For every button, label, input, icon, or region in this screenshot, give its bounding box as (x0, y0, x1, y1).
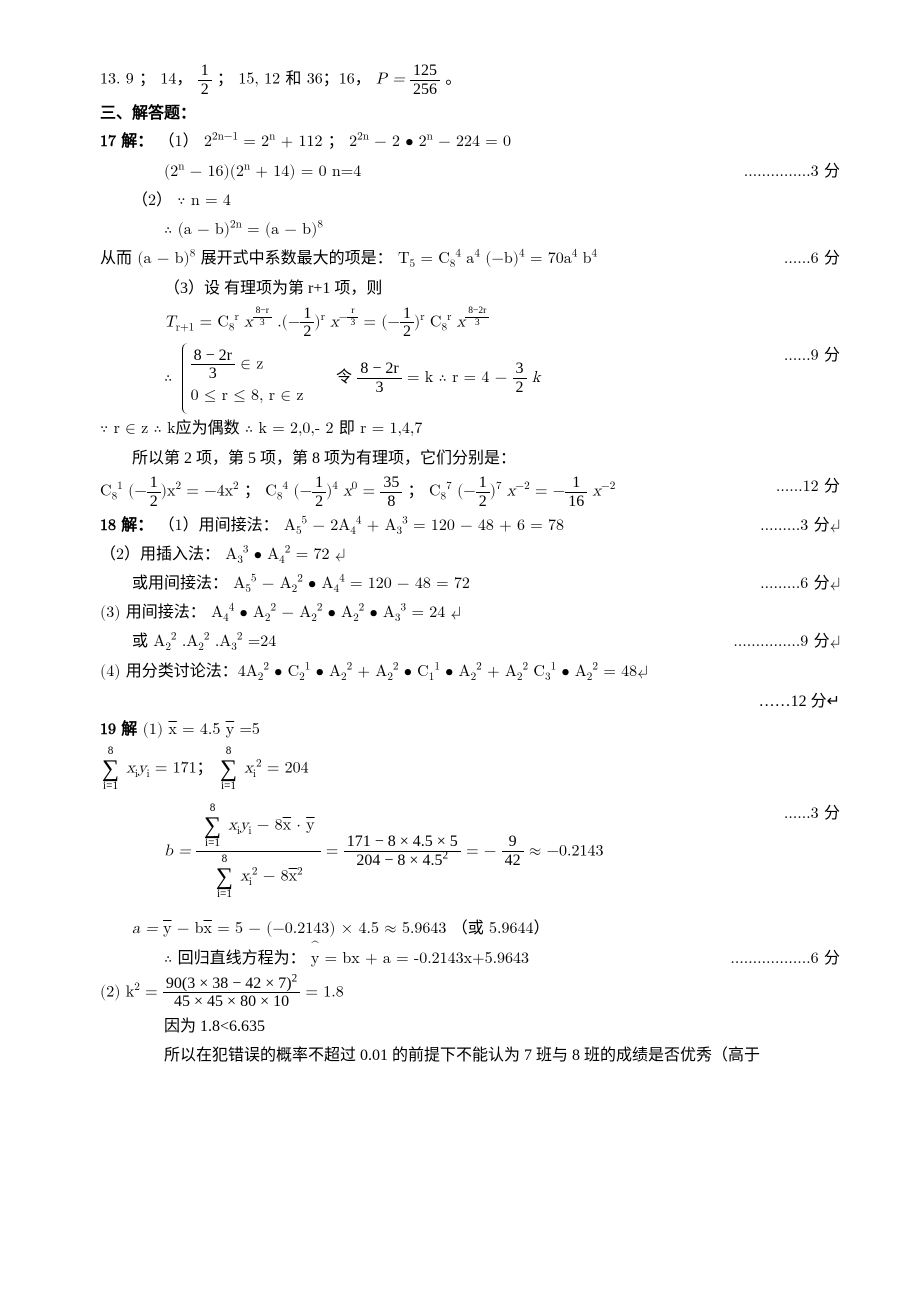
q17-l2: (2n − 16)(2n + 14) = 0 n=4 ……………3 分 (100, 159, 840, 186)
q17-l6: （3）设 有理项为第 r+1 项，则 (100, 275, 840, 302)
q19-conclusion: 所以在犯错误的概率不超过 0.01 的前提下不能认为 7 班与 8 班的成绩是否… (100, 1042, 840, 1069)
q17-l1: 17 解： （1） 22n−1 = 2n + 112 ； 22n − 2 • 2… (100, 129, 840, 156)
t-suffix: 。 (445, 72, 461, 88)
mark-3: ……………3 分 (744, 159, 840, 186)
q17-rz: ∵ r ∈ z ∴ k应为偶数 ∴ k = 2,0,- 2 即 r = 1,4,… (100, 416, 840, 443)
section-3: 三、解答题： (100, 100, 840, 127)
frac-1: 12 (198, 62, 212, 98)
brace-icon: 8 − 2r3 ∈ z 0 ≤ r ≤ 8, r ∈ z (182, 343, 310, 414)
q17-tr: Tr+1 = C8r x8−r3 .(−12)r x−r3 = (−12)r C… (100, 305, 840, 341)
q19-b: b = 8∑i=1 xiyi − 8x · y 8∑i=1 xi2 − 8x2 … (100, 801, 840, 903)
q17-brace: ∴ 8 − 2r3 ∈ z 0 ≤ r ≤ 8, r ∈ z 令 8 − 2r3… (100, 343, 840, 414)
sigma-icon-2: 8∑i=1 (220, 746, 237, 792)
mark-9: ……9 分 (784, 343, 840, 370)
q17-l3: （2） ∵ n = 4 (100, 188, 840, 215)
q19-a: a = y − bx = 5 − (−0.2143) × 4.5 ≈ 5.964… (100, 916, 840, 943)
q19-head: 19 解 (100, 722, 137, 738)
q18-l3: 或用间接法： A55 − A22 • A44 = 120 − 48 = 72 …… (100, 571, 840, 598)
q18-mark12: ……12 分↵ (759, 688, 840, 715)
q19-k2: (2) k2 = 90(3 × 38 − 42 × 7)245 × 45 × 8… (100, 975, 840, 1011)
q18-l1: 18 解： （1）用间接法： A55 − 2A44 + A33 = 120 − … (100, 513, 840, 540)
q19-l1: 19 解 (1) x = 4.5 y =5 (100, 717, 840, 744)
yhat-icon: y (311, 946, 319, 973)
q17-l4: ∴ (a − b)2n = (a − b)8 (100, 217, 840, 244)
q19-mark6: ………………6 分 (730, 946, 840, 973)
b-bigfrac: 8∑i=1 xiyi − 8x · y 8∑i=1 xi2 − 8x2 (196, 801, 321, 903)
q17-so: 所以第 2 项，第 5 项，第 8 项为有理项，它们分别是： (100, 445, 840, 472)
t-mid1: ； 15, 12 和 36；16， (217, 72, 376, 88)
q19-mark3: ……3 分 (784, 801, 840, 828)
q18-mark3: ………3 分↵ (760, 513, 840, 540)
sigma-icon: 8∑i=1 (102, 746, 119, 792)
q17-rational: C81 (−12)x2 = −4x2 ； C84 (−12)4 x0 = 358… (100, 474, 840, 510)
q18-l4: (3) 用间接法： A44 • A22 − A22 • A22 • A33 = … (100, 600, 840, 627)
q18-l6: (4) 用分类讨论法：4A22 • C21 • A22 + A22 • C11 … (100, 659, 840, 686)
q18-mark9: ……………9 分↵ (733, 629, 840, 656)
q17-l5: 从而 (a − b)8 展开式中系数最大的项是： T5 = C84 a4 (−b… (100, 246, 840, 273)
q17-head: 17 解： (100, 134, 153, 150)
line-top: 13. 9 ； 14， 12 ； 15, 12 和 36；16， P = 125… (100, 62, 840, 98)
q19-reg: ∴ 回归直线方程为： y = bx + a = -0.2143x+5.9643 … (100, 946, 840, 973)
mark-6: ……6 分 (784, 246, 840, 273)
xbar: x (168, 722, 176, 738)
q18-head: 18 解： (100, 518, 153, 534)
ybar: y (226, 722, 234, 738)
mark-12: ……12 分 (776, 474, 840, 501)
frac-2: 125256 (410, 62, 440, 98)
q18-mark12-line: ……12 分↵ (100, 688, 840, 715)
q19-sums: 8∑i=1 xiyi = 171； 8∑i=1 xi2 = 204 (100, 746, 840, 792)
q18-l5: 或 A22 .A22 .A32 =24 ……………9 分↵ (100, 629, 840, 656)
t-mid2: P = (376, 72, 405, 88)
q19-because: 因为 1.8<6.635 (100, 1013, 840, 1040)
t-prefix: 13. 9 ； 14， (100, 72, 192, 88)
q18-mark6: ………6 分↵ (760, 571, 840, 598)
q18-l2: （2）用插入法： A33 • A42 = 72 ↵ (100, 542, 840, 569)
